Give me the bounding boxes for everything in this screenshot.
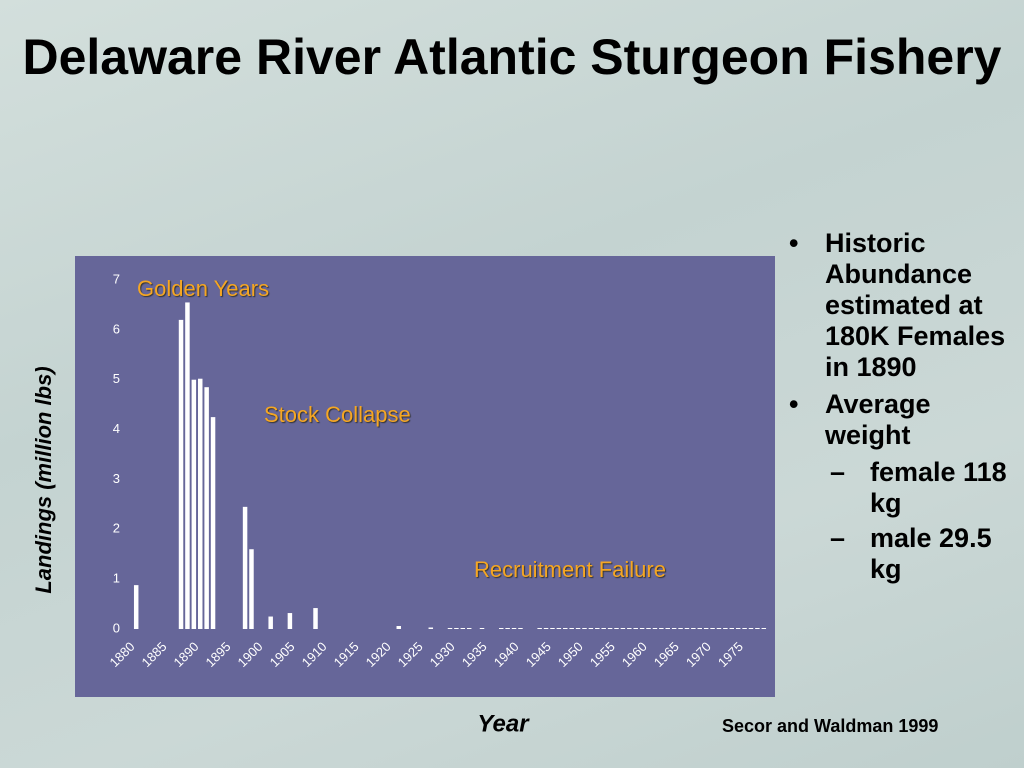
- bar: [601, 628, 606, 630]
- bar: [659, 628, 664, 630]
- bar: [543, 628, 549, 630]
- bar: [518, 628, 523, 630]
- y-tick-label: 3: [113, 471, 120, 486]
- y-tick-label: 6: [113, 321, 120, 336]
- bar: [460, 628, 466, 630]
- bar: [639, 628, 645, 630]
- bar: [703, 628, 709, 630]
- bar: [505, 628, 510, 630]
- bar: [665, 628, 670, 630]
- bar: [729, 628, 735, 630]
- bar: [716, 628, 722, 630]
- bar: [575, 628, 581, 630]
- y-tick-label: 7: [113, 271, 120, 286]
- bar: [697, 628, 702, 630]
- bar: [479, 628, 485, 630]
- bar: [204, 387, 209, 629]
- bar: [563, 628, 568, 630]
- bar: [133, 585, 139, 629]
- bar: [191, 379, 197, 629]
- bar: [537, 628, 542, 630]
- bar: [396, 626, 402, 629]
- bar: [498, 628, 504, 630]
- y-tick-label: 2: [113, 521, 120, 536]
- bar: [723, 628, 728, 630]
- bar: [268, 616, 273, 629]
- bar: [511, 628, 517, 630]
- bar: [447, 628, 453, 630]
- bar: [466, 628, 472, 630]
- bar: [633, 628, 638, 630]
- bar: [249, 549, 254, 629]
- bar: [588, 628, 594, 630]
- bar: [671, 628, 677, 630]
- bar: [210, 417, 216, 629]
- bar: [550, 628, 555, 630]
- bar: [614, 628, 619, 630]
- annotation: Stock Collapse: [264, 402, 411, 427]
- bar: [582, 628, 587, 630]
- bar: [710, 628, 715, 630]
- bullet-list: Historic Abundance estimated at 180K Fem…: [785, 228, 1020, 589]
- bar: [454, 628, 459, 630]
- bullet: Average weight: [785, 389, 1020, 451]
- bar: [684, 628, 690, 630]
- bar: [748, 628, 754, 630]
- bar: [646, 628, 651, 630]
- sub-bullet: male 29.5 kg: [785, 523, 1020, 585]
- bar: [178, 319, 184, 629]
- bar: [198, 378, 203, 629]
- y-tick-label: 0: [113, 620, 120, 635]
- bar: [652, 628, 658, 630]
- bar: [428, 627, 434, 629]
- bar: [761, 628, 767, 630]
- bar: [627, 628, 632, 630]
- bar: [313, 608, 318, 629]
- y-axis-label: Landings (million lbs): [31, 366, 56, 593]
- slide-title: Delaware River Atlantic Sturgeon Fishery: [22, 29, 1002, 85]
- bar: [691, 628, 696, 630]
- bar: [595, 628, 600, 630]
- annotation: Recruitment Failure: [474, 557, 666, 582]
- annotation: Golden Years: [137, 276, 269, 301]
- y-tick-label: 5: [113, 371, 120, 386]
- y-tick-label: 1: [113, 571, 120, 586]
- bar: [755, 628, 760, 630]
- x-axis-label: Year: [477, 710, 530, 737]
- bar: [742, 628, 747, 630]
- bar: [607, 628, 613, 630]
- bar: [678, 628, 683, 630]
- bar: [556, 628, 562, 630]
- bar: [242, 506, 248, 629]
- citation: Secor and Waldman 1999: [722, 716, 939, 736]
- bar: [735, 628, 741, 630]
- y-tick-label: 4: [113, 421, 120, 436]
- bar: [287, 613, 293, 629]
- sub-bullet: female 118 kg: [785, 457, 1020, 519]
- bar: [185, 302, 190, 629]
- bullet: Historic Abundance estimated at 180K Fem…: [785, 228, 1020, 383]
- bar: [569, 628, 574, 630]
- bar: [620, 628, 626, 630]
